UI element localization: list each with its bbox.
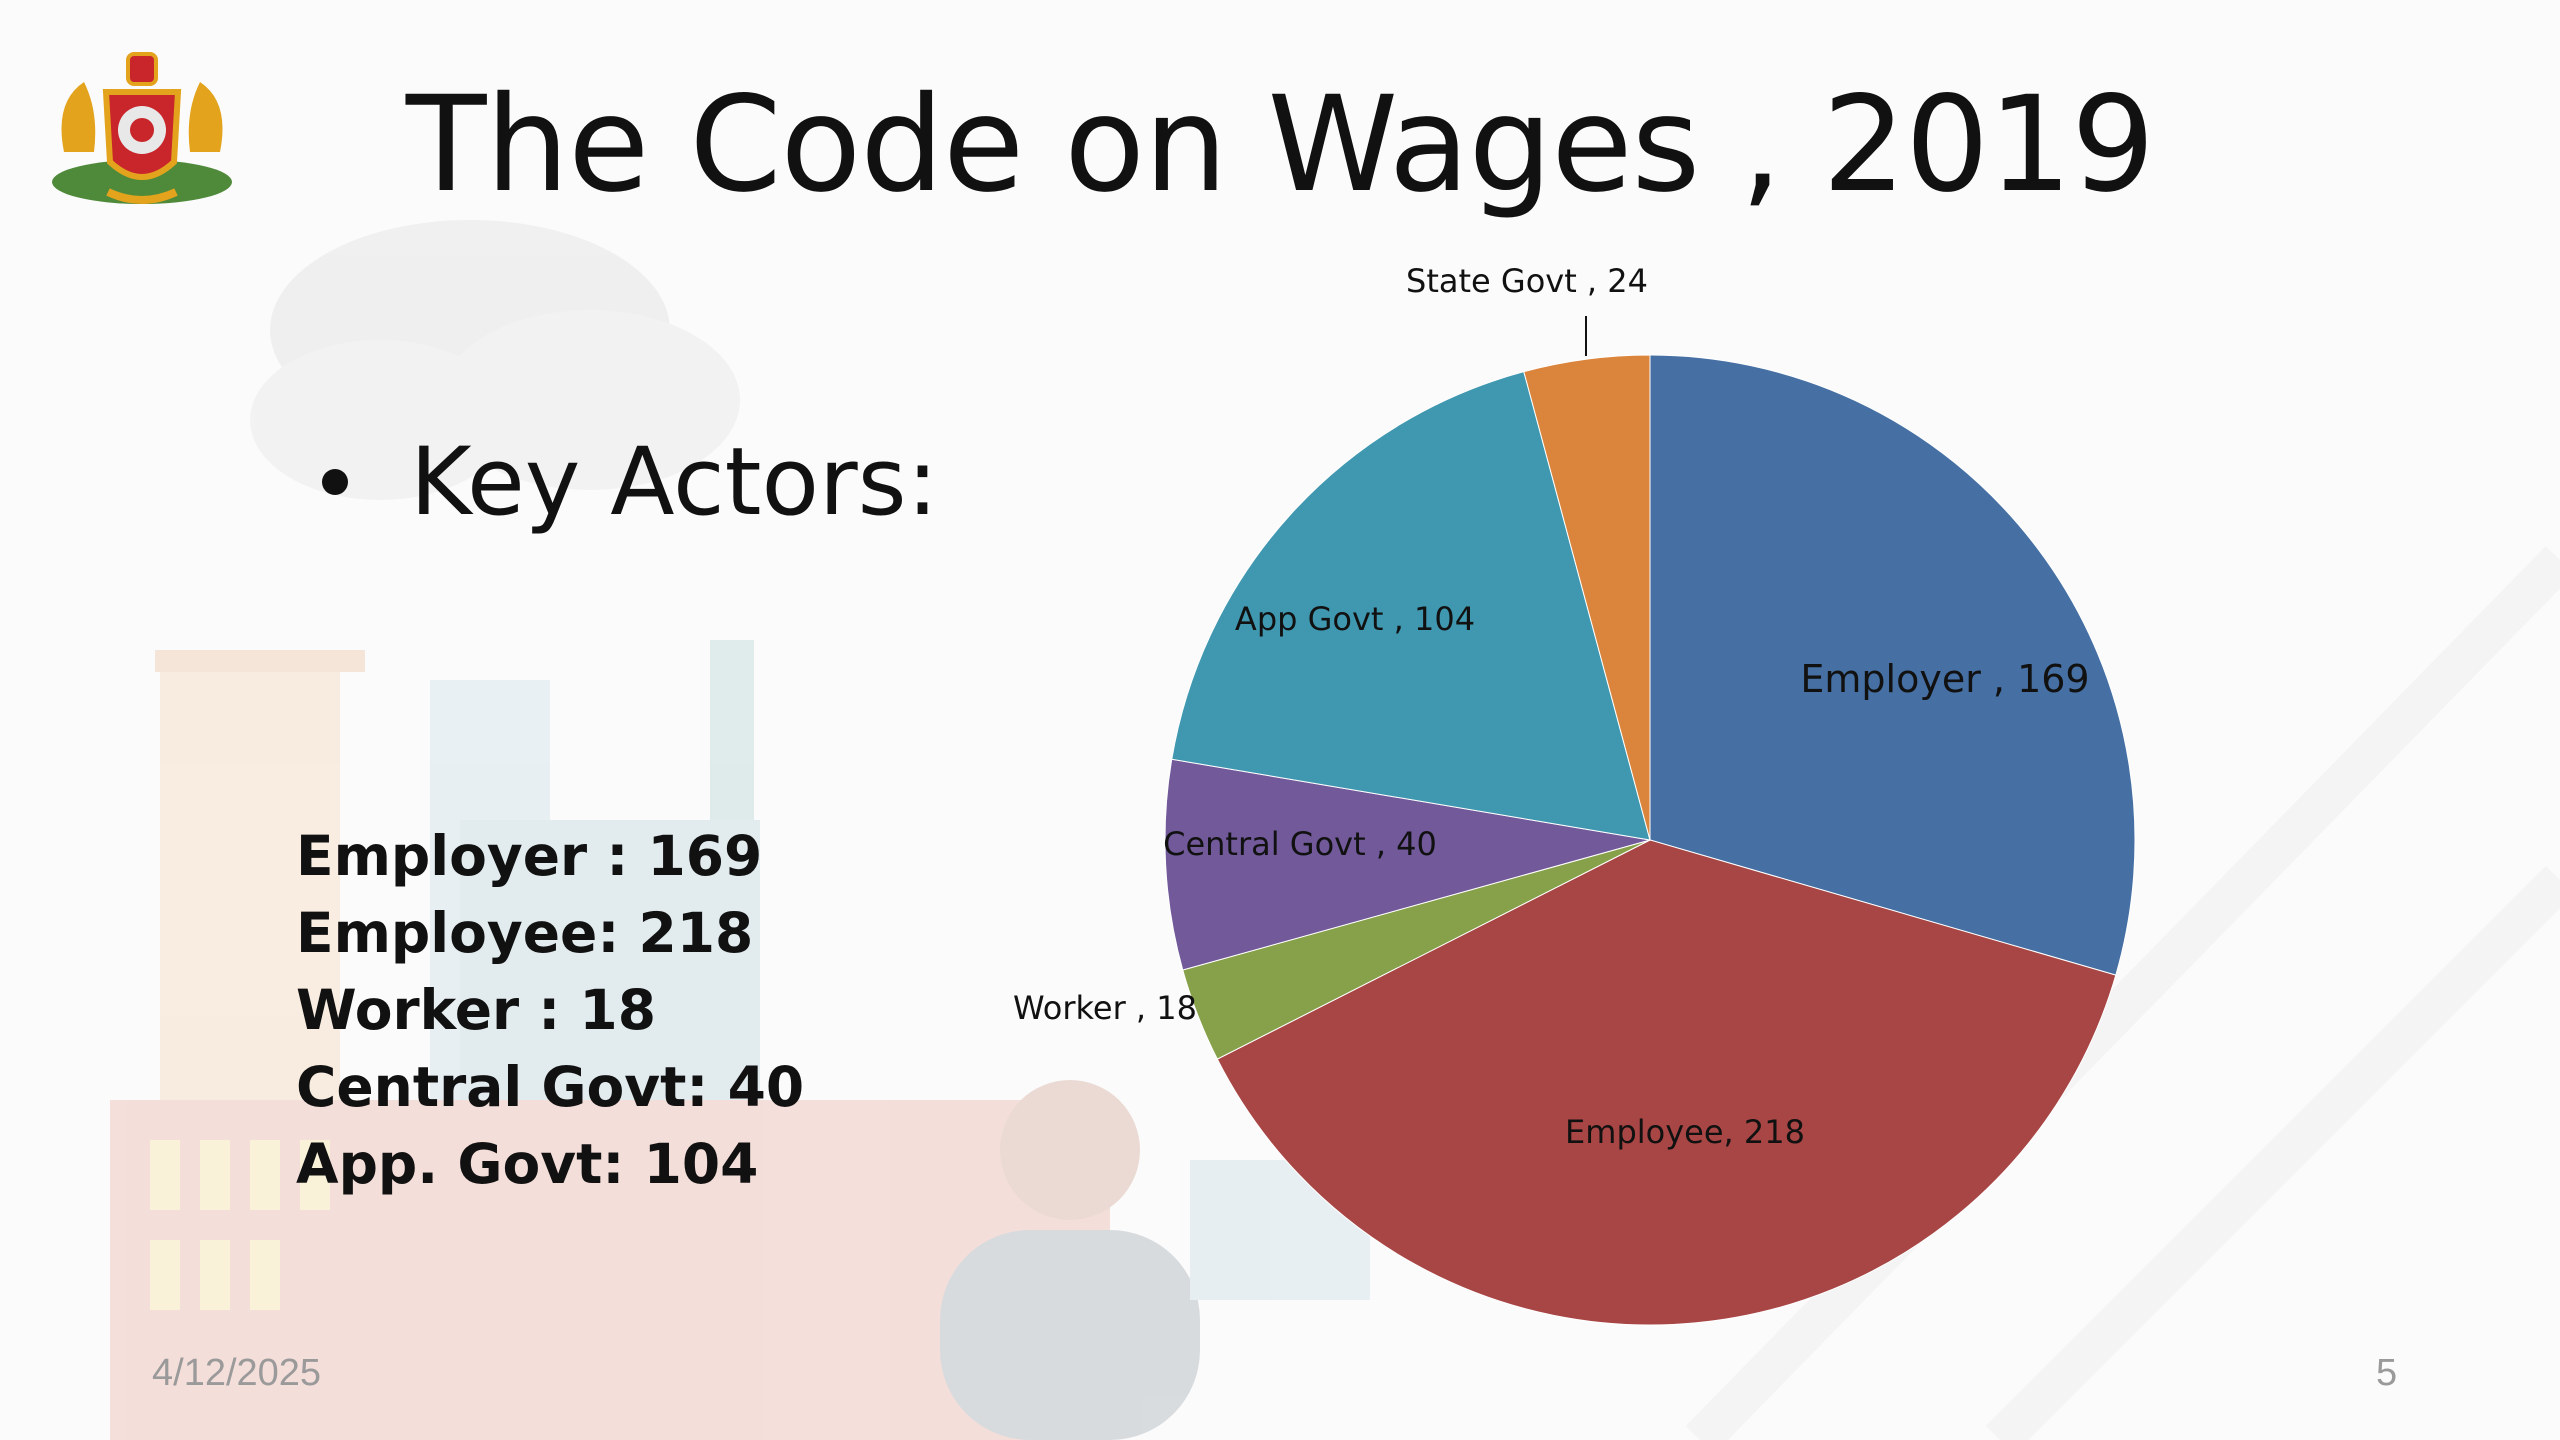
pie-slice-state-govt xyxy=(1523,354,1651,841)
slide-number: 5 xyxy=(2376,1352,2398,1394)
state-emblem-logo xyxy=(52,52,232,204)
data-label-worker: Worker , 18 xyxy=(1013,989,1197,1027)
bullet-text: Key Actors: xyxy=(410,428,939,537)
count-employee: Employee: 218 xyxy=(296,901,754,965)
data-label-employee: Employee, 218 xyxy=(1565,1113,1805,1151)
actor-counts-list: Employer : 169 Employee: 218 Worker : 18… xyxy=(296,818,804,1203)
pie-slice-app-govt xyxy=(1171,371,1651,841)
key-actors-bullet: Key Actors: xyxy=(322,428,938,538)
data-label-app-govt: App Govt , 104 xyxy=(1235,600,1475,638)
pie-slice-employer xyxy=(1649,354,2136,976)
pie-slice-central-govt xyxy=(1164,758,1651,971)
bullet-dot-icon xyxy=(322,469,348,496)
pie-slice-employee xyxy=(1216,839,2117,1326)
slide-title: The Code on Wages , 2019 xyxy=(405,68,2155,222)
count-central-govt: Central Govt: 40 xyxy=(296,1055,805,1119)
data-label-state-govt: State Govt , 24 xyxy=(1406,262,1648,300)
data-label-employer: Employer , 169 xyxy=(1800,657,2089,701)
count-employer: Employer : 169 xyxy=(296,824,763,888)
count-worker: Worker : 18 xyxy=(296,978,656,1042)
count-app-govt: App. Govt: 104 xyxy=(296,1132,759,1196)
data-label-central-govt: Central Govt , 40 xyxy=(1163,825,1437,863)
footer-date: 4/12/2025 xyxy=(152,1352,322,1394)
